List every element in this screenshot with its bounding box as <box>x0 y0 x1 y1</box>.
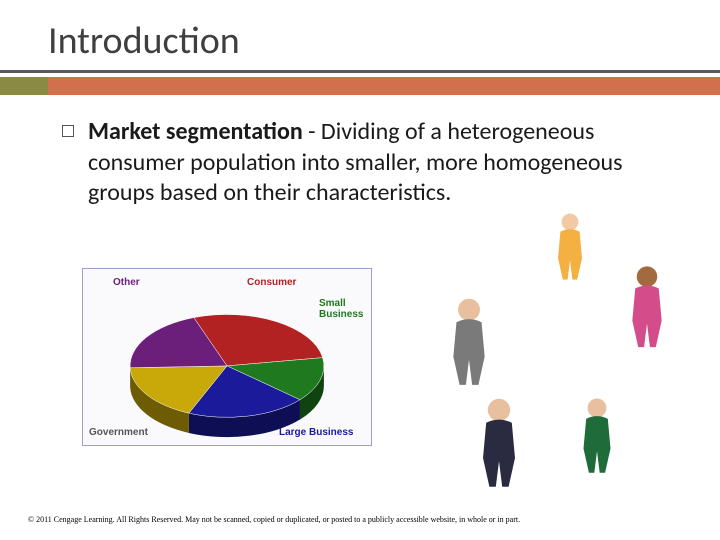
accent-bar <box>0 77 720 95</box>
person-icon <box>460 394 538 490</box>
person-icon <box>612 262 682 350</box>
person-baby <box>538 210 602 282</box>
person-icon <box>436 294 502 388</box>
person-child-ball <box>612 262 682 350</box>
pie-label: Government <box>89 427 148 438</box>
pie-label: Large Business <box>279 427 353 438</box>
bullet-item: Market segmentation - Dividing of a hete… <box>62 117 672 209</box>
person-elderly-couple <box>436 294 502 388</box>
bullet-marker-icon <box>62 125 74 137</box>
pie-label: Other <box>113 277 140 288</box>
accent-bar-left <box>0 77 48 95</box>
person-icon <box>538 210 602 282</box>
person-young-couple <box>460 394 538 490</box>
copyright-text: © 2011 Cengage Learning. All Rights Rese… <box>28 515 520 524</box>
pie-label: Consumer <box>247 277 296 288</box>
pie-chart-svg <box>83 269 371 445</box>
pie-label: Small Business <box>319 299 369 320</box>
title-underline <box>0 70 720 73</box>
person-icon <box>570 384 624 486</box>
bullet-term: Market segmentation <box>88 117 303 146</box>
slide-title: Introduction <box>0 0 720 70</box>
bullet-text: Market segmentation - Dividing of a hete… <box>88 117 672 209</box>
accent-bar-right <box>48 77 720 95</box>
pie-chart: Consumer Small Business Large Business Gove… <box>82 268 372 446</box>
person-person-green <box>570 384 624 486</box>
content-area: Market segmentation - Dividing of a hete… <box>0 95 720 209</box>
